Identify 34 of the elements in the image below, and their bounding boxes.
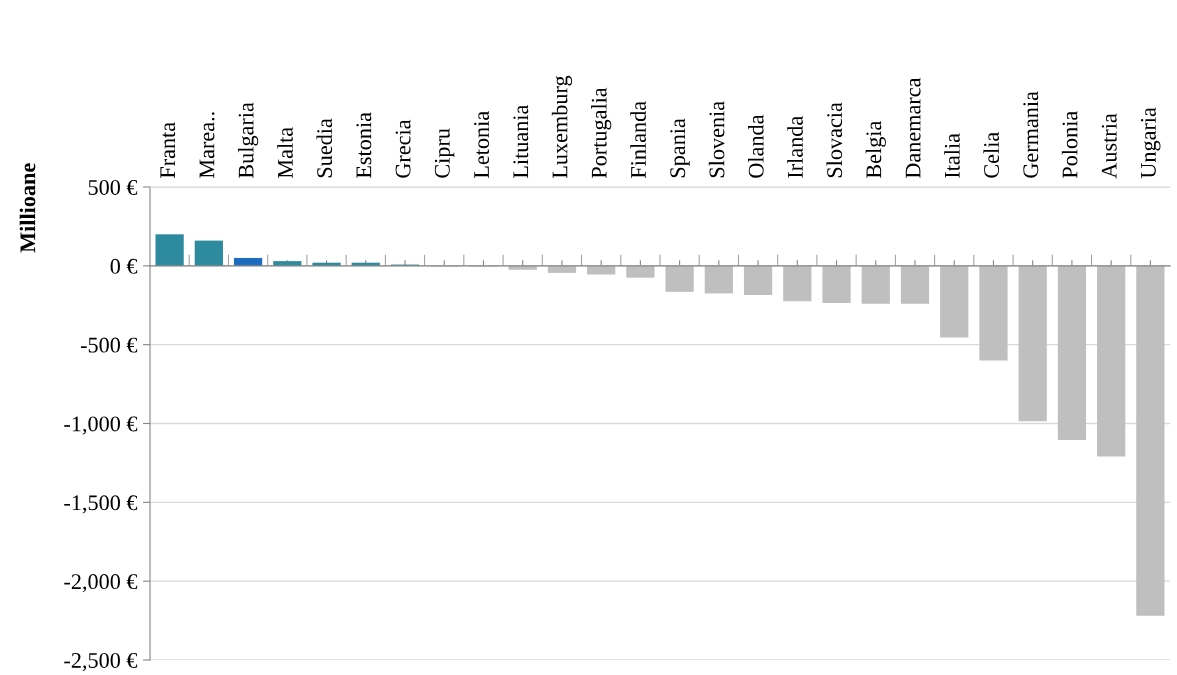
- x-tick-label: Franta: [160, 122, 176, 179]
- x-tick-label: Celia: [983, 132, 1000, 178]
- x-tick-label: Letonia: [474, 111, 490, 179]
- y-tick-label: -1,500 €: [64, 495, 138, 514]
- x-tick-label: Polonia: [1061, 111, 1078, 179]
- x-tick-label: Slovacia: [826, 102, 843, 178]
- x-tick-label: Spania: [670, 118, 690, 178]
- x-tick-label: Malta: [277, 127, 293, 179]
- x-tick-label: Estonia: [356, 112, 372, 179]
- x-tick-label: Luxemburg: [551, 75, 573, 179]
- x-tick-label: Olanda: [748, 114, 764, 178]
- y-tick-label: 0 €: [110, 258, 138, 274]
- x-tick-label: Austria: [1101, 113, 1117, 179]
- x-tick-label: Cipru: [434, 128, 455, 178]
- x-tick-label: Belgia: [865, 120, 886, 179]
- x-tick-label: Ungaria: [1140, 107, 1161, 179]
- x-tick-label: Bulgaria: [237, 102, 259, 179]
- y-tick-label: -2,000 €: [64, 574, 138, 593]
- x-tick-label: Lituania: [513, 104, 529, 179]
- x-tick-label: Danemarca: [905, 77, 921, 179]
- x-tick-label: Suedia: [316, 118, 333, 178]
- x-tick-label: Germania: [1023, 91, 1039, 178]
- y-tick-label: -1,000 €: [64, 416, 138, 435]
- x-tick-label: Grecia: [395, 119, 411, 178]
- x-tick-label: Slovenia: [708, 101, 725, 178]
- x-tick-label: Finlanda: [630, 101, 646, 179]
- x-tick-label: Marea..: [199, 112, 215, 179]
- y-tick-label: -2,500 €: [64, 652, 138, 672]
- x-tick-label: Portugalia: [591, 87, 612, 179]
- y-axis-title: Millioane: [19, 163, 36, 253]
- y-tick-label: 500 €: [88, 179, 138, 195]
- y-tick-label: -500 €: [80, 337, 138, 353]
- x-tick-label: Irlanda: [787, 116, 803, 178]
- x-tick-label: Italia: [944, 133, 960, 178]
